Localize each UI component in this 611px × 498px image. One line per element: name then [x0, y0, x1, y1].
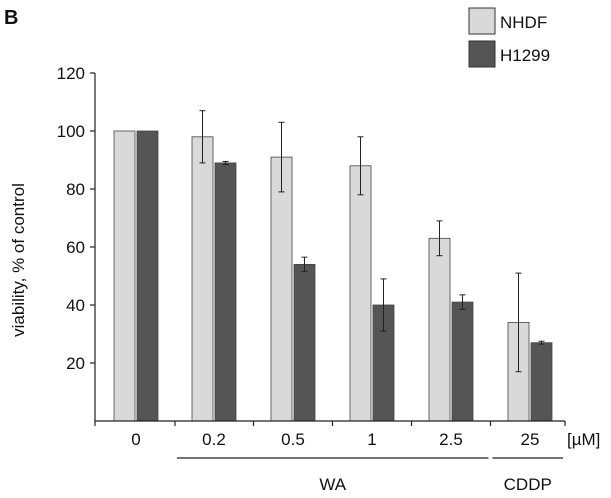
- x-tick-label: 0.2: [202, 430, 226, 449]
- bar-nhdf-1: [349, 165, 372, 422]
- bar-nhdf-0.5: [270, 156, 293, 422]
- x-tick-label: 0.5: [281, 430, 305, 449]
- bar-nhdf-0: [113, 130, 136, 422]
- panel-letter: B: [4, 7, 18, 29]
- x-tick-label: 1: [367, 430, 376, 449]
- bar-h1299-0: [136, 130, 159, 422]
- legend: NHDF H1299: [468, 7, 550, 68]
- bar-h1299-25: [530, 342, 553, 422]
- bars: [113, 110, 553, 422]
- y-axis-title: viability, % of control: [9, 183, 28, 337]
- legend-swatch-h1299: [468, 40, 496, 68]
- x-tick-label: 0: [131, 430, 140, 449]
- bar-h1299-2.5: [451, 301, 474, 422]
- bar-nhdf-2.5: [428, 237, 451, 422]
- bar-h1299-0.2: [214, 162, 237, 422]
- bar-h1299-0.5: [293, 263, 316, 422]
- y-tick-label: 20: [66, 354, 85, 373]
- y-tick-label: 60: [66, 238, 85, 257]
- x-axis: 0 0.2 0.5 1 2.5 25: [94, 420, 566, 449]
- x-tick-label: 25: [521, 430, 540, 449]
- y-tick-label: 80: [66, 180, 85, 199]
- group-label-wa: WA: [319, 475, 346, 494]
- x-tick-label: 2.5: [439, 430, 463, 449]
- y-axis: 20 40 60 80 100 120: [57, 64, 96, 421]
- y-tick-label: 120: [57, 64, 85, 83]
- legend-label-h1299: H1299: [500, 46, 550, 65]
- y-tick-label: 40: [66, 296, 85, 315]
- legend-label-nhdf: NHDF: [500, 13, 547, 32]
- unit-label: [µM]: [567, 430, 600, 449]
- group-label-cddp: CDDP: [504, 475, 552, 494]
- category-groups: WA CDDP: [177, 457, 563, 494]
- y-tick-label: 100: [57, 122, 85, 141]
- bar-nhdf-0.2: [191, 136, 214, 422]
- legend-swatch-nhdf: [468, 7, 496, 35]
